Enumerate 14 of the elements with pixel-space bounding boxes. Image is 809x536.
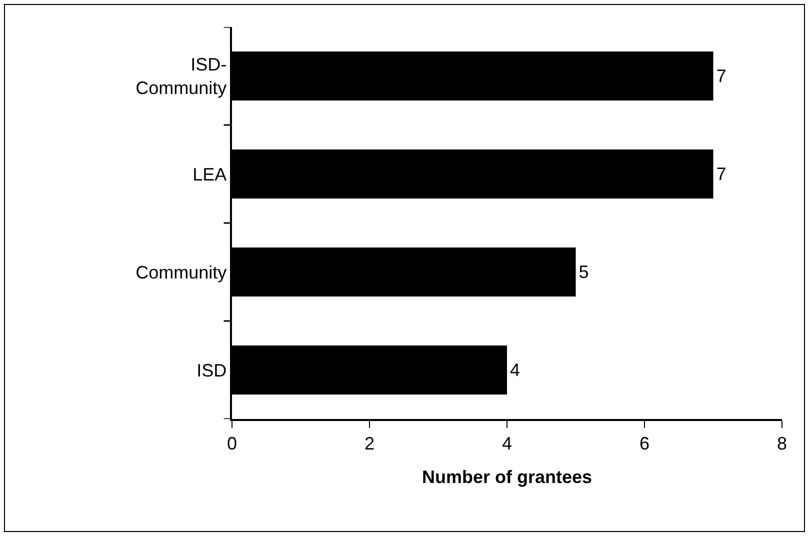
x-axis-title: Number of grantees bbox=[422, 466, 592, 487]
data-label: 4 bbox=[510, 360, 520, 380]
y-tick-label: ISD bbox=[196, 360, 227, 380]
x-tick-label: 8 bbox=[776, 433, 788, 454]
data-label: 7 bbox=[716, 164, 726, 184]
y-tick-label: LEA bbox=[192, 164, 227, 184]
data-label: 5 bbox=[578, 262, 589, 282]
x-tick-label: 6 bbox=[639, 433, 650, 454]
x-tick-label: 4 bbox=[502, 433, 512, 454]
x-tick-label: 2 bbox=[364, 433, 375, 454]
x-tick-label: 0 bbox=[226, 433, 238, 454]
y-tick-label: Community bbox=[136, 262, 227, 282]
y-tick-label: ISD-Community bbox=[136, 54, 227, 98]
data-label: 7 bbox=[716, 66, 726, 86]
